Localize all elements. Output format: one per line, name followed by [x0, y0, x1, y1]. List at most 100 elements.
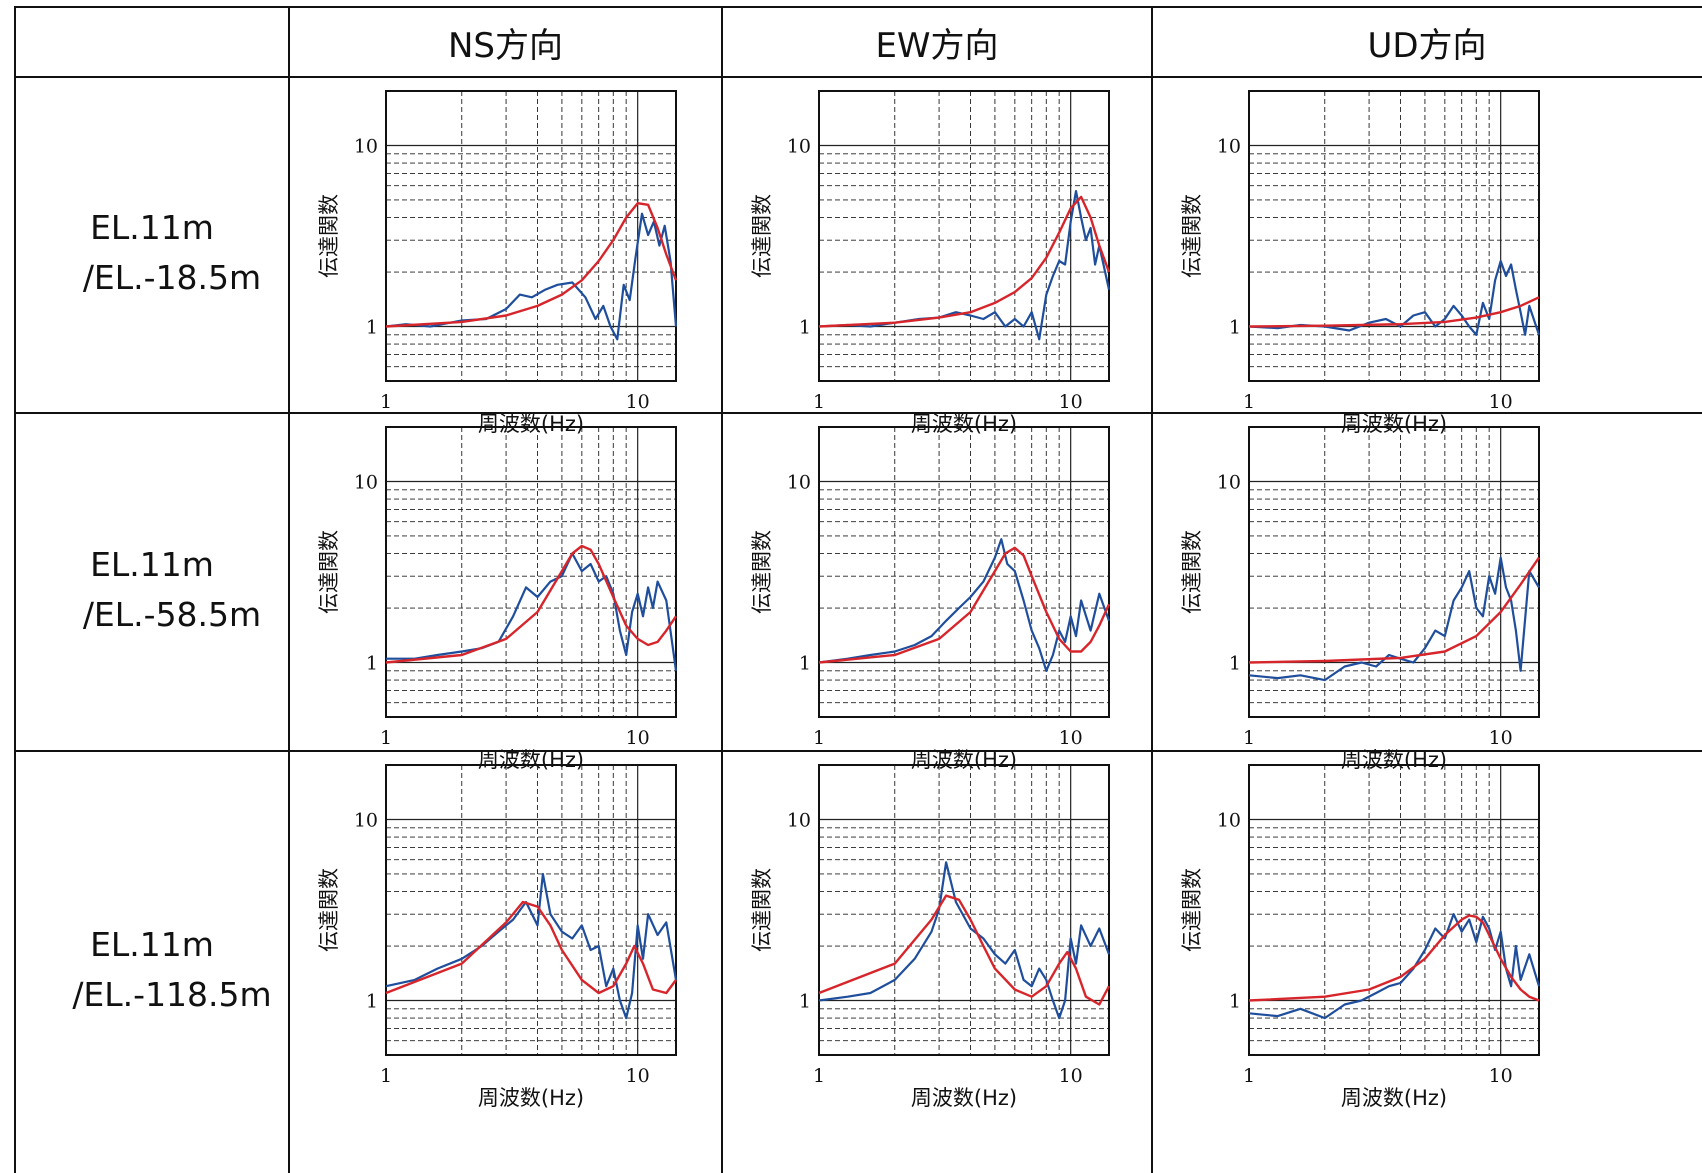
x-axis-label: 周波数(Hz): [911, 1086, 1017, 1110]
table-frame: [14, 6, 1702, 1173]
plot-frame: [385, 90, 677, 382]
model-series-line: [1248, 296, 1540, 328]
y-tick-label: 1: [799, 991, 811, 1013]
plot-frame: [385, 426, 677, 718]
plot-frame: [1248, 426, 1540, 718]
y-tick-label: 10: [1217, 135, 1241, 157]
x-tick-label: 10: [1059, 1065, 1083, 1087]
x-axis-label: 周波数(Hz): [911, 412, 1017, 436]
plot-frame: [385, 764, 677, 1056]
y-tick-label: 10: [354, 471, 378, 493]
observed-series-line: [386, 552, 678, 671]
observed-series-line: [818, 538, 1111, 672]
y-tick-label: 1: [1229, 653, 1241, 675]
x-tick-label: 10: [626, 1065, 650, 1087]
y-tick-label: 1: [366, 653, 378, 675]
observed-series-line: [818, 861, 1111, 1020]
y-tick-label: 1: [366, 317, 378, 339]
model-series-line: [385, 900, 677, 995]
y-axis-label: 伝達関数: [1180, 194, 1204, 278]
column-header: UD方向: [1367, 26, 1486, 66]
x-tick-label: 1: [380, 391, 392, 413]
model-series-line: [818, 546, 1111, 664]
plot-frame: [818, 90, 1110, 382]
chart-panel: 1 10 1 10 周波数(Hz) 伝達関数: [317, 90, 678, 436]
y-tick-label: 10: [1217, 471, 1241, 493]
model-series-line: [818, 195, 1111, 328]
x-axis-label: 周波数(Hz): [478, 748, 584, 772]
plot-frame: [1248, 90, 1540, 382]
chart-panel: 1 10 1 10 周波数(Hz) 伝達関数: [750, 764, 1111, 1110]
y-axis-label: 伝達関数: [317, 530, 341, 614]
plot-frame: [818, 764, 1110, 1056]
x-tick-label: 1: [380, 1065, 392, 1087]
plot-frame: [818, 426, 1110, 718]
y-axis-label: 伝達関数: [750, 530, 774, 614]
x-tick-label: 10: [1489, 727, 1513, 749]
y-axis-label: 伝達関数: [1180, 868, 1204, 952]
chart-panel: 1 10 1 10 周波数(Hz) 伝達関数: [1180, 764, 1541, 1110]
row-label-line2: /EL.-118.5m: [72, 975, 271, 1014]
chart-panel: 1 10 1 10 周波数(Hz) 伝達関数: [1180, 426, 1540, 772]
y-tick-label: 10: [787, 135, 811, 157]
observed-series-line: [1248, 556, 1540, 682]
observed-series-line: [385, 212, 678, 341]
row-label-line2: /EL.-58.5m: [83, 595, 261, 634]
column-header: EW方向: [875, 26, 998, 66]
x-tick-label: 1: [1243, 391, 1255, 413]
x-tick-label: 10: [626, 727, 650, 749]
y-axis-label: 伝達関数: [750, 868, 774, 952]
row-label-line1: EL.11m: [90, 208, 214, 247]
observed-series-line: [1248, 259, 1541, 336]
y-tick-label: 10: [787, 471, 811, 493]
model-series-line: [1248, 556, 1540, 664]
y-axis-label: 伝達関数: [1180, 530, 1204, 614]
x-tick-label: 10: [1059, 727, 1083, 749]
x-tick-label: 10: [1489, 391, 1513, 413]
y-tick-label: 1: [1229, 317, 1241, 339]
x-tick-label: 10: [1489, 1065, 1513, 1087]
x-tick-label: 1: [1243, 1065, 1255, 1087]
x-axis-label: 周波数(Hz): [911, 748, 1017, 772]
chart-panel: 1 10 1 10 周波数(Hz) 伝達関数: [317, 764, 678, 1110]
x-tick-label: 10: [626, 391, 650, 413]
observed-series-line: [818, 190, 1111, 341]
chart-panel: 1 10 1 10 周波数(Hz) 伝達関数: [750, 90, 1111, 436]
y-tick-label: 1: [799, 317, 811, 339]
y-tick-label: 10: [787, 809, 811, 831]
y-axis-label: 伝達関数: [317, 194, 341, 278]
y-axis-label: 伝達関数: [750, 194, 774, 278]
table-layout: NS方向 EW方向 UD方向 EL.11m/EL.-18.5m EL.11m/EL.-5…: [14, 6, 1702, 1173]
model-series-line: [385, 544, 677, 664]
x-axis-label: 周波数(Hz): [1341, 1086, 1447, 1110]
model-series-line: [1248, 914, 1540, 1002]
x-tick-label: 1: [813, 727, 825, 749]
x-axis-label: 周波数(Hz): [478, 412, 584, 436]
row-label-line1: EL.11m: [90, 545, 214, 584]
charts-layer: 1 10 1 10 周波数(Hz) 伝達関数 1 10 1 10 周波数(Hz) 伝達関数 1 10 1 10…: [317, 90, 1541, 1110]
y-tick-label: 1: [1229, 991, 1241, 1013]
x-axis-label: 周波数(Hz): [478, 1086, 584, 1110]
plot-frame: [1248, 764, 1540, 1056]
x-tick-label: 1: [813, 391, 825, 413]
chart-panel: 1 10 1 10 周波数(Hz) 伝達関数: [1180, 90, 1541, 436]
model-series-line: [385, 202, 678, 328]
y-tick-label: 10: [354, 809, 378, 831]
row-label-line1: EL.11m: [90, 925, 214, 964]
x-axis-label: 周波数(Hz): [1341, 412, 1447, 436]
x-axis-label: 周波数(Hz): [1341, 748, 1447, 772]
y-axis-label: 伝達関数: [317, 868, 341, 952]
y-tick-label: 10: [354, 135, 378, 157]
column-header: NS方向: [448, 26, 563, 66]
model-series-line: [818, 894, 1111, 1006]
x-tick-label: 10: [1059, 391, 1083, 413]
chart-panel: 1 10 1 10 周波数(Hz) 伝達関数: [317, 426, 678, 772]
chart-panel: 1 10 1 10 周波数(Hz) 伝達関数: [750, 426, 1111, 772]
y-tick-label: 1: [366, 991, 378, 1013]
x-tick-label: 1: [1243, 727, 1255, 749]
x-tick-label: 1: [380, 727, 392, 749]
x-tick-label: 1: [813, 1065, 825, 1087]
observed-series-line: [1248, 913, 1541, 1020]
y-tick-label: 1: [799, 653, 811, 675]
